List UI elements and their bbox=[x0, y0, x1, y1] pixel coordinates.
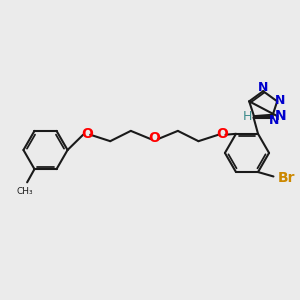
Text: O: O bbox=[216, 127, 228, 141]
Text: N: N bbox=[275, 94, 286, 107]
Text: O: O bbox=[148, 131, 160, 145]
Text: H: H bbox=[242, 110, 252, 123]
Text: CH₃: CH₃ bbox=[17, 187, 33, 196]
Text: N: N bbox=[269, 114, 279, 127]
Text: N: N bbox=[275, 109, 286, 123]
Text: N: N bbox=[258, 81, 268, 94]
Text: O: O bbox=[81, 127, 93, 141]
Text: Br: Br bbox=[277, 171, 295, 185]
